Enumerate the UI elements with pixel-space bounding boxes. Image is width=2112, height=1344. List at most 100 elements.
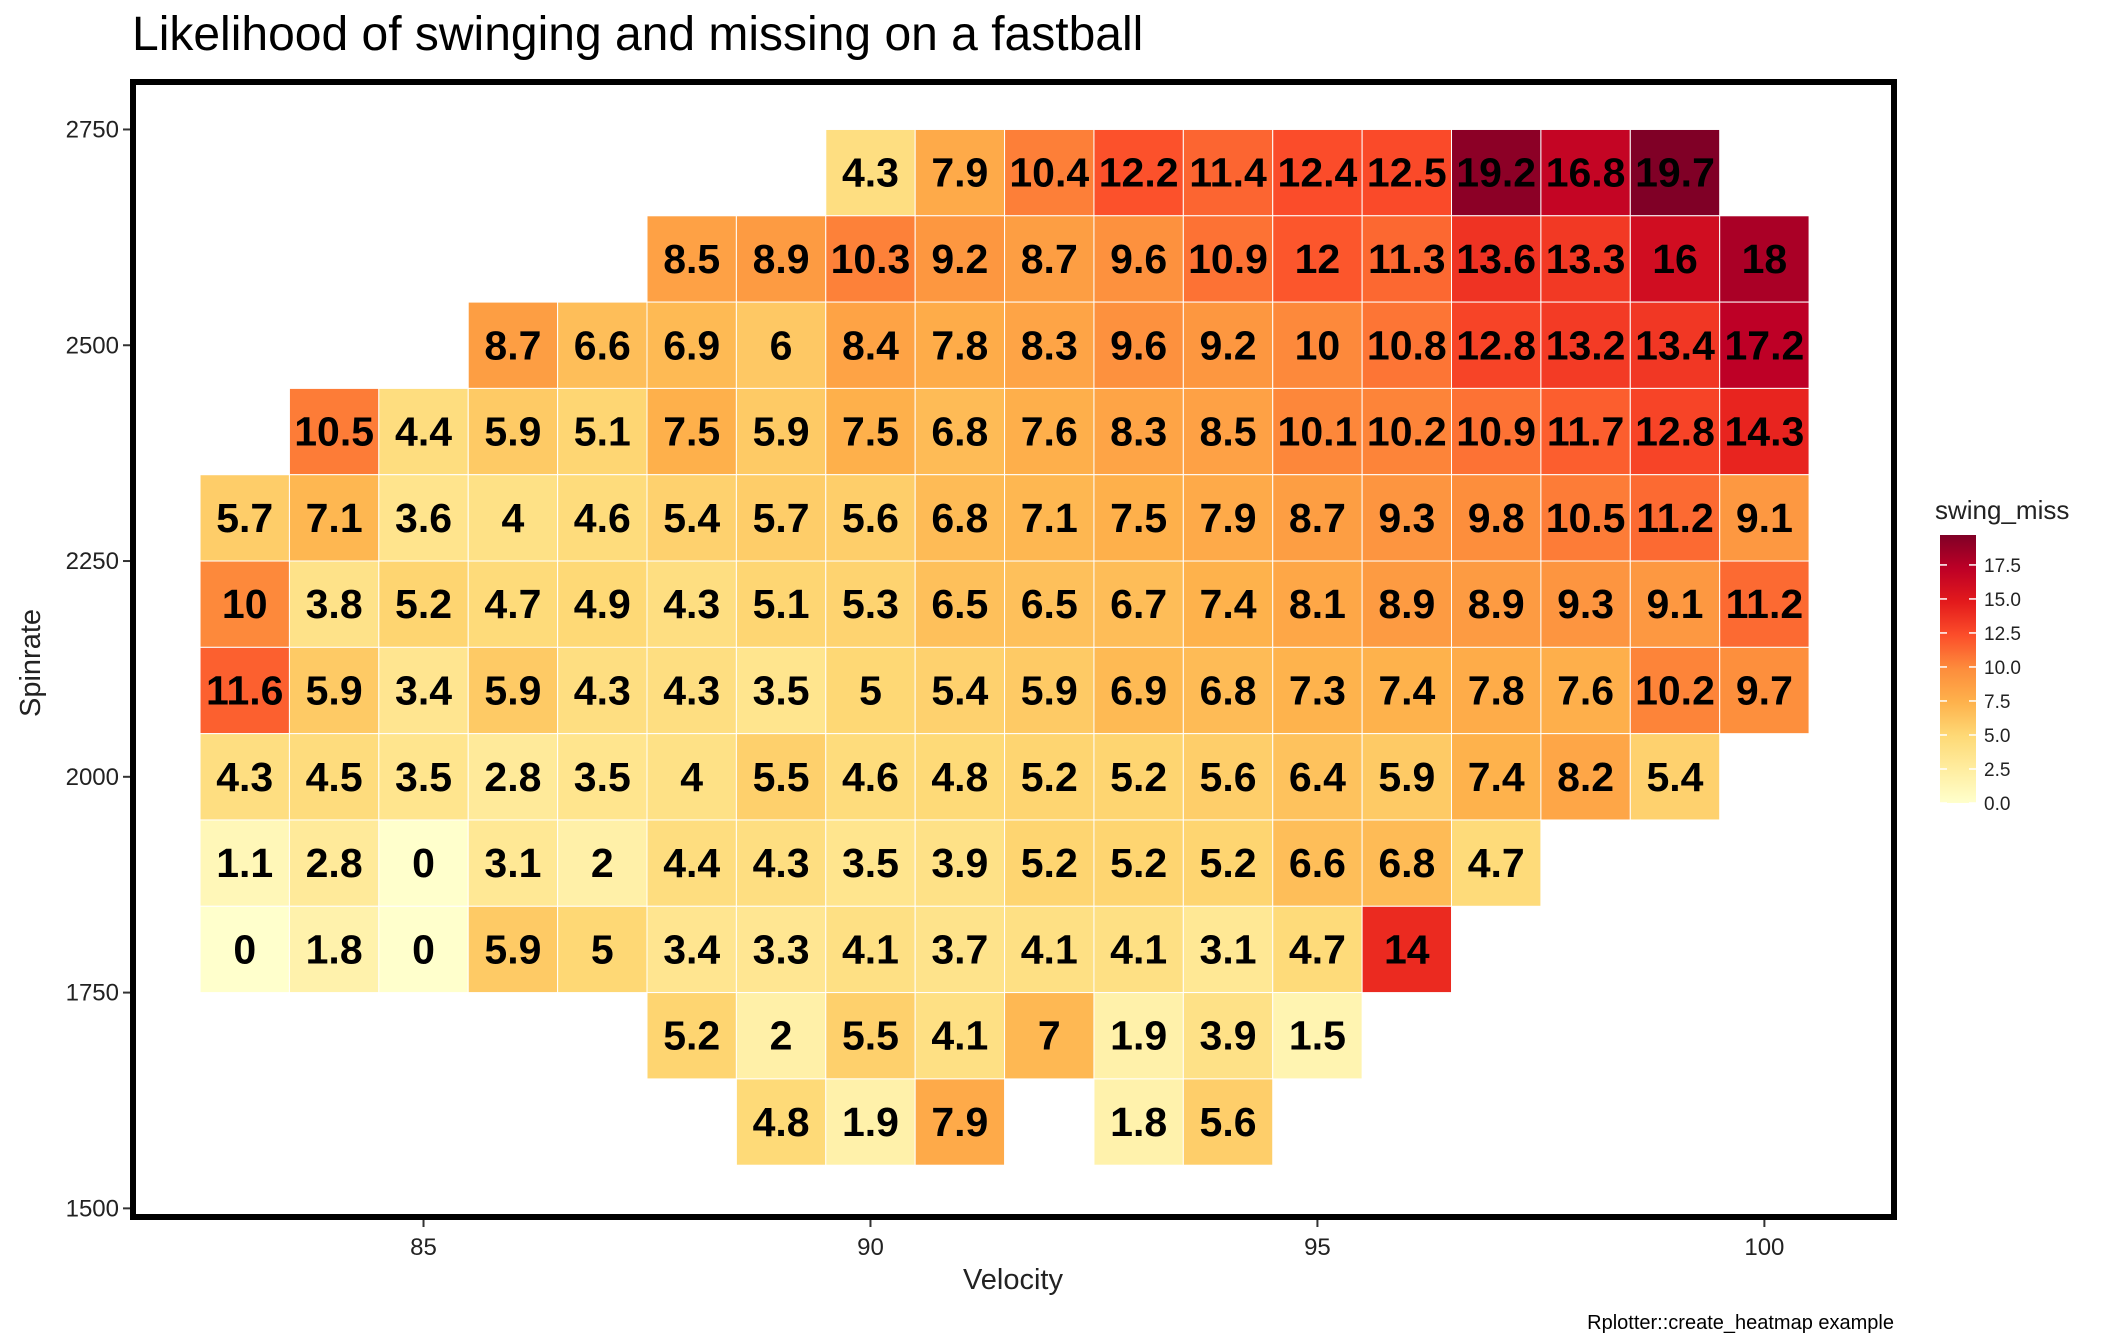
cell-value-label: 6.5 <box>931 581 988 627</box>
cell-value-label: 16 <box>1652 236 1698 282</box>
cell-value-label: 13.4 <box>1635 322 1715 368</box>
heatmap-cell <box>1004 819 1095 907</box>
cell-value-label: 12 <box>1295 236 1341 282</box>
cell-value-label: 8.9 <box>1468 581 1525 627</box>
heatmap-cell <box>1182 992 1274 1080</box>
cell-value-label: 6.6 <box>1289 840 1346 886</box>
cell-value-label: 13.2 <box>1546 322 1626 368</box>
heatmap-cell <box>199 819 290 907</box>
heatmap-cell <box>914 992 1006 1080</box>
cell-value-label: 3.1 <box>484 840 541 886</box>
cell-value-labels: 4.3 7.9 10.4 12.2 11.4 12.4 12.5 19.2 16.8 19.7 8.… <box>206 150 1804 1145</box>
cell-value-label: 9.6 <box>1110 322 1167 368</box>
cell-value-label: 13.6 <box>1456 236 1536 282</box>
cell-value-label: 3.5 <box>842 840 899 886</box>
cell-value-label: 2 <box>591 840 614 886</box>
y-tick-label: 1750 <box>66 980 119 1007</box>
cell-value-label: 10.9 <box>1188 236 1268 282</box>
cell-value-label: 9.1 <box>1646 581 1703 627</box>
cell-value-label: 4.3 <box>842 150 899 196</box>
heatmap-cell <box>557 905 648 994</box>
cell-value-label: 11.7 <box>1547 409 1625 455</box>
cell-value-label: 7.9 <box>931 150 988 196</box>
cell-value-label: 10 <box>222 581 268 627</box>
cell-value-label: 8.9 <box>753 236 810 282</box>
cell-value-label: 13.3 <box>1546 236 1626 282</box>
cell-value-label: 3.7 <box>931 926 988 972</box>
heatmap-cell <box>1093 387 1184 476</box>
heatmap-cell <box>467 474 559 562</box>
cell-value-label: 0 <box>412 926 435 972</box>
heatmap-cell <box>914 819 1006 907</box>
cell-value-label: 3.9 <box>931 840 988 886</box>
heatmap-cell <box>914 301 1006 389</box>
cell-value-label: 5.2 <box>1110 840 1167 886</box>
heatmap-cell <box>825 474 916 562</box>
heatmap-cell <box>1629 646 1721 735</box>
heatmap-cell <box>825 905 916 994</box>
heatmap-cell <box>914 733 1006 821</box>
cell-value-label: 7.4 <box>1200 581 1257 627</box>
cell-value-label: 7.6 <box>1557 667 1614 713</box>
cell-value-label: 5.4 <box>663 495 720 541</box>
heatmap-cell <box>378 733 469 821</box>
heatmap-cells <box>199 128 1810 1166</box>
heatmap-cell <box>646 646 737 735</box>
heatmap-cell <box>467 819 559 907</box>
heatmap-cell <box>199 474 290 562</box>
heatmap-cell <box>735 646 827 735</box>
heatmap-cell <box>1451 215 1542 303</box>
heatmap-cell <box>378 387 469 476</box>
cell-value-label: 10.5 <box>294 409 374 455</box>
y-tick-label: 2250 <box>66 548 119 575</box>
heatmap-cell <box>914 1078 1006 1166</box>
cell-value-label: 4.9 <box>574 581 631 627</box>
cell-value-label: 8.2 <box>1557 754 1614 800</box>
heatmap-cell <box>1629 128 1721 217</box>
cell-value-label: 7.6 <box>1021 409 1078 455</box>
heatmap-cell <box>1629 733 1721 821</box>
heatmap-cell <box>1629 474 1721 562</box>
heatmap-cell <box>1004 301 1095 389</box>
heatmap-cell <box>1361 128 1453 217</box>
y-tick-label: 2500 <box>66 332 119 359</box>
panel-border <box>130 79 1897 1220</box>
heatmap-cell <box>646 560 737 648</box>
cell-value-label: 4.4 <box>395 409 452 455</box>
cell-value-label: 7.1 <box>306 495 363 541</box>
heatmap-cell <box>1361 646 1453 735</box>
cell-value-label: 4.1 <box>1110 926 1167 972</box>
cell-value-label: 4.8 <box>753 1099 810 1145</box>
heatmap-cell <box>1540 474 1631 562</box>
cell-value-label: 6.6 <box>574 322 631 368</box>
heatmap-cell <box>1182 905 1274 994</box>
heatmap-cell <box>467 733 559 821</box>
cell-value-label: 5.3 <box>842 581 899 627</box>
cell-value-label: 9.3 <box>1557 581 1614 627</box>
cell-value-label: 11.3 <box>1368 236 1446 282</box>
heatmap-cell <box>1540 215 1631 303</box>
y-tick-label: 2000 <box>66 764 119 791</box>
x-axis: 85 90 95 100 <box>410 1220 1784 1261</box>
cell-value-label: 8.3 <box>1021 322 1078 368</box>
cell-value-label: 7.5 <box>842 409 899 455</box>
heatmap-cell <box>467 905 559 994</box>
heatmap-cell <box>1182 733 1274 821</box>
cell-value-label: 6.5 <box>1021 581 1078 627</box>
heatmap-cell <box>288 387 380 476</box>
heatmap-cell <box>1093 992 1184 1080</box>
cell-value-label: 10.4 <box>1009 150 1089 196</box>
heatmap-cell <box>825 992 916 1080</box>
cell-value-label: 7.8 <box>931 322 988 368</box>
heatmap-cell <box>1004 215 1095 303</box>
cell-value-label: 1.5 <box>1289 1013 1346 1059</box>
legend-break-label: 17.5 <box>1984 556 2021 577</box>
cell-value-label: 16.8 <box>1546 150 1626 196</box>
cell-value-label: 9.2 <box>1200 322 1257 368</box>
x-axis-title: Velocity <box>963 1264 1063 1296</box>
heatmap-cell <box>1451 819 1542 907</box>
heatmap-cell <box>914 215 1006 303</box>
cell-value-label: 5.9 <box>753 409 810 455</box>
cell-value-label: 6.8 <box>1200 667 1257 713</box>
